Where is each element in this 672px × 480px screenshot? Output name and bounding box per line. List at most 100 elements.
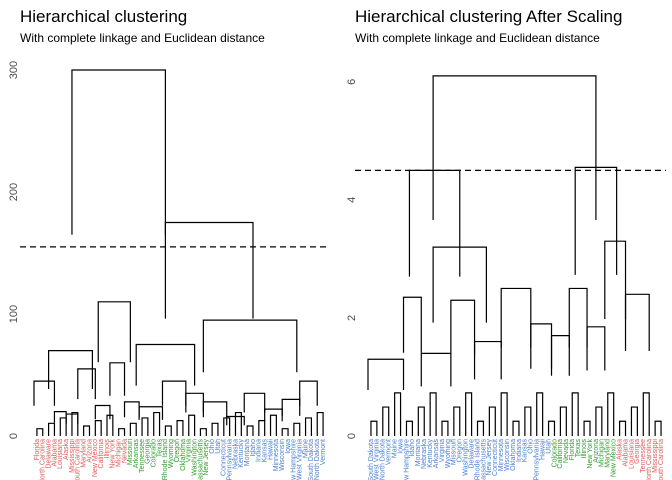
leaf-label: Nevada xyxy=(121,439,128,463)
merge-link xyxy=(202,401,228,418)
leaf-label: Colorado xyxy=(551,439,558,468)
leaf-label: Colorado xyxy=(151,439,158,468)
leaf-label: Arizona xyxy=(593,439,600,463)
leaf-merge-link xyxy=(429,392,437,436)
leaf-label: Alaska xyxy=(63,439,70,460)
leaf-merge-link xyxy=(71,411,79,436)
chart-subtitle: With complete linkage and Euclidean dist… xyxy=(355,31,600,45)
leaf-merge-link xyxy=(199,428,207,436)
leaf-label: New Hampshire xyxy=(291,439,298,480)
leaf-label: Mississippi xyxy=(652,439,659,473)
merge-link xyxy=(402,296,422,353)
merge-link xyxy=(202,319,298,373)
leaf-merge-link xyxy=(417,406,425,436)
leaf-label: New Hampshire xyxy=(403,439,410,480)
y-tick-label: 4 xyxy=(346,197,358,203)
leaf-label: South Dakota xyxy=(368,439,375,480)
merge-link xyxy=(123,401,140,418)
leaf-label: Virginia xyxy=(186,439,193,462)
merge-link xyxy=(77,368,96,400)
merge-link xyxy=(135,343,196,386)
leaf-merge-link xyxy=(36,428,44,436)
leaf-label: Vermont xyxy=(320,439,327,465)
leaf-merge-link xyxy=(595,406,603,436)
leaf-label: New Jersey xyxy=(203,439,210,476)
leaf-label: Washington xyxy=(191,439,198,476)
leaf-label: Oregon xyxy=(174,439,181,462)
y-axis: 0 2 4 6 xyxy=(346,79,358,439)
leaf-label: Missouri xyxy=(451,439,458,466)
leaf-merge-link xyxy=(316,411,324,436)
leaf-label: Utah xyxy=(545,439,552,454)
leaf-label: Kentucky xyxy=(238,439,245,468)
leaf-label: Alabama xyxy=(51,439,58,467)
leaf-label: Massachusetts xyxy=(197,439,204,480)
leaf-merge-link xyxy=(524,406,532,436)
chart-subtitle: With complete linkage and Euclidean dist… xyxy=(20,31,265,45)
leaf-label: Ohio xyxy=(209,439,216,454)
leaf-label: Washington xyxy=(463,439,470,476)
leaf-label: Ohio xyxy=(528,439,535,454)
leaf-label: North Dakota xyxy=(380,439,387,480)
merge-link xyxy=(33,380,56,406)
leaf-merge-link xyxy=(293,422,301,436)
leaf-label: West Virginia xyxy=(374,439,381,480)
leaf-label: Texas xyxy=(156,439,163,458)
leaf-merge-link xyxy=(129,422,137,436)
leaf-label: California xyxy=(98,439,105,469)
y-tick-label: 0 xyxy=(8,433,20,439)
leaf-label: Idaho xyxy=(250,439,257,457)
leaf-merge-link xyxy=(453,406,461,436)
leaf-merge-link xyxy=(465,392,473,436)
leaf-label: Nebraska xyxy=(232,439,239,469)
panel-right: Hierarchical clustering After Scaling Wi… xyxy=(346,7,666,480)
leaf-merge-link xyxy=(94,420,102,436)
leaf-merge-link xyxy=(59,417,67,436)
leaf-label: Indiana xyxy=(516,439,523,462)
leaf-merge-link xyxy=(246,425,254,436)
leaf-label: Iowa xyxy=(397,439,404,454)
leaf-label: Nebraska xyxy=(421,439,428,469)
merge-link xyxy=(185,392,204,413)
leaf-label: South Carolina xyxy=(75,439,82,480)
leaf-label: New York xyxy=(587,439,594,469)
leaf-label: Maryland xyxy=(80,439,87,468)
leaf-merge-link xyxy=(512,420,520,436)
leaf-merge-link xyxy=(304,417,312,436)
merge-link xyxy=(500,287,532,348)
leaf-label: Indiana xyxy=(256,439,263,462)
leaf-merge-link xyxy=(211,422,219,436)
leaf-label: South Carolina xyxy=(658,439,665,480)
leaf-label: Rhode Island xyxy=(162,439,169,480)
merge-link xyxy=(164,221,254,319)
merge-link xyxy=(568,287,588,348)
leaf-label: California xyxy=(557,439,564,469)
leaf-label: New Mexico xyxy=(611,439,618,477)
leaf-label: Florida xyxy=(34,439,41,461)
merge-link xyxy=(226,415,245,426)
merge-link xyxy=(450,299,476,355)
merge-link xyxy=(586,326,606,371)
merge-link xyxy=(624,293,650,351)
leaf-label: Montana xyxy=(244,439,251,466)
dendrogram-tree xyxy=(33,69,324,436)
leaf-label: Maryland xyxy=(605,439,612,468)
leaf-label: Georgia xyxy=(634,439,641,464)
leaf-merge-link xyxy=(382,406,390,436)
leaf-label: Pennsylvania xyxy=(534,439,541,480)
leaf-merge-link xyxy=(141,417,149,436)
merge-link xyxy=(530,323,553,369)
leaf-merge-link xyxy=(654,420,662,436)
leaf-label: Nevada xyxy=(563,439,570,463)
leaf-label: Alabama xyxy=(622,439,629,467)
leaf-label: Arizona xyxy=(86,439,93,463)
leaf-label: Texas xyxy=(575,439,582,458)
leaf-merge-link xyxy=(488,406,496,436)
leaf-label: Connecticut xyxy=(221,439,228,476)
leaf-label: Hawaii xyxy=(539,439,546,460)
y-tick-label: 0 xyxy=(346,433,358,439)
leaf-merge-link xyxy=(188,414,196,436)
y-axis: 0 100 200 300 xyxy=(8,61,20,439)
merge-link xyxy=(94,404,111,420)
leaf-merge-link xyxy=(258,420,266,436)
